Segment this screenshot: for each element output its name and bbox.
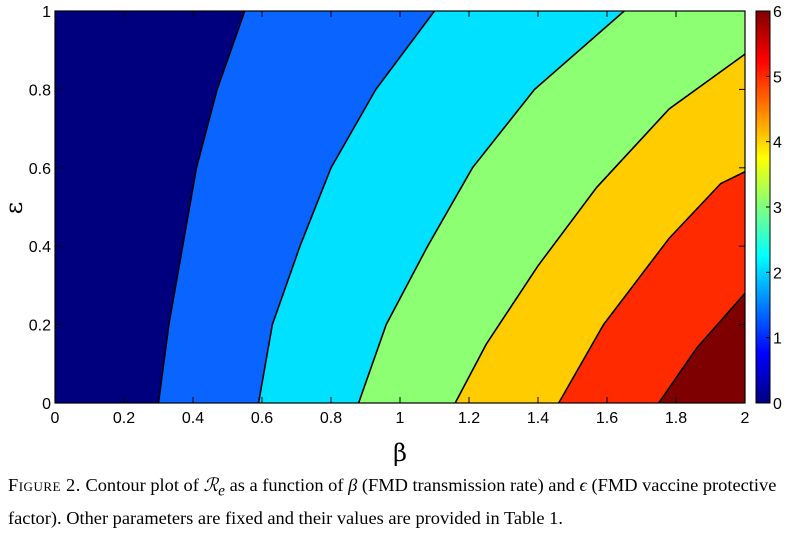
contour-line-3 [454, 53, 746, 404]
x-tick-label: 0.4 [182, 410, 204, 427]
y-tick-label: 0.8 [29, 82, 51, 99]
caption-label: Figure 2. [8, 475, 81, 495]
y-tick-label: 0.6 [29, 161, 51, 178]
x-tick-label: 0 [51, 410, 60, 427]
y-axis-label: ε [0, 202, 28, 214]
colorbar-tick-label: 5 [773, 69, 782, 86]
colorbar-tick-label: 6 [773, 4, 782, 21]
y-tick-label: 0.4 [29, 239, 51, 256]
colorbar-tick-label: 1 [773, 331, 782, 348]
contour-line-0 [157, 10, 246, 404]
contour-line-5 [658, 292, 746, 404]
x-tick-label: 0.6 [251, 410, 273, 427]
y-tick-label: 0 [42, 396, 51, 413]
caption-text-after-beta: (FMD transmission rate) and [361, 475, 575, 495]
contour-region-0 [55, 11, 245, 403]
contour-line-4 [558, 171, 746, 404]
y-axis: 0 0.2 0.4 0.6 0.8 1 [29, 4, 745, 413]
x-tick-label: 1 [396, 410, 405, 427]
contour-figure: 0 0.2 0.4 0.6 0.8 1 1.2 1.4 1.6 1.8 2 0 0.2 0.4 0.6 0.… [0, 4, 782, 467]
x-tick-label: 2 [741, 410, 750, 427]
colorbar-tick-label: 3 [773, 200, 782, 217]
x-tick-label: 0.2 [113, 410, 135, 427]
x-tick-label: 1.4 [527, 410, 549, 427]
colorbar-tick-label: 4 [773, 135, 782, 152]
y-tick-label: 1 [42, 4, 51, 21]
colorbar: 0 1 2 3 4 5 6 [755, 4, 782, 413]
x-tick-label: 0.8 [320, 410, 342, 427]
figure-caption: Figure 2. Contour plot of ℛe as a functi… [8, 472, 783, 532]
x-axis: 0 0.2 0.4 0.6 0.8 1 1.2 1.4 1.6 1.8 2 [51, 11, 750, 427]
colorbar-tick-label: 2 [773, 265, 782, 282]
y-tick-label: 0.2 [29, 318, 51, 335]
x-axis-label: β [393, 439, 407, 467]
x-tick-label: 1.2 [458, 410, 480, 427]
caption-text-before: Contour plot of [85, 475, 199, 495]
caption-beta: β [348, 475, 358, 495]
contour-line-1 [257, 10, 436, 404]
x-tick-label: 1.6 [596, 410, 618, 427]
colorbar-tick-label: 0 [773, 396, 782, 413]
caption-text-middle: as a function of [229, 475, 344, 495]
caption-epsilon: ϵ [579, 475, 587, 495]
caption-subscript: e [218, 482, 225, 500]
contour-line-2 [357, 10, 625, 404]
contour-plot-area [54, 10, 746, 404]
x-tick-label: 1.8 [665, 410, 687, 427]
caption-text-end: (FMD vaccine protective factor). Other p… [8, 475, 777, 528]
caption-symbol: ℛ [203, 475, 219, 495]
